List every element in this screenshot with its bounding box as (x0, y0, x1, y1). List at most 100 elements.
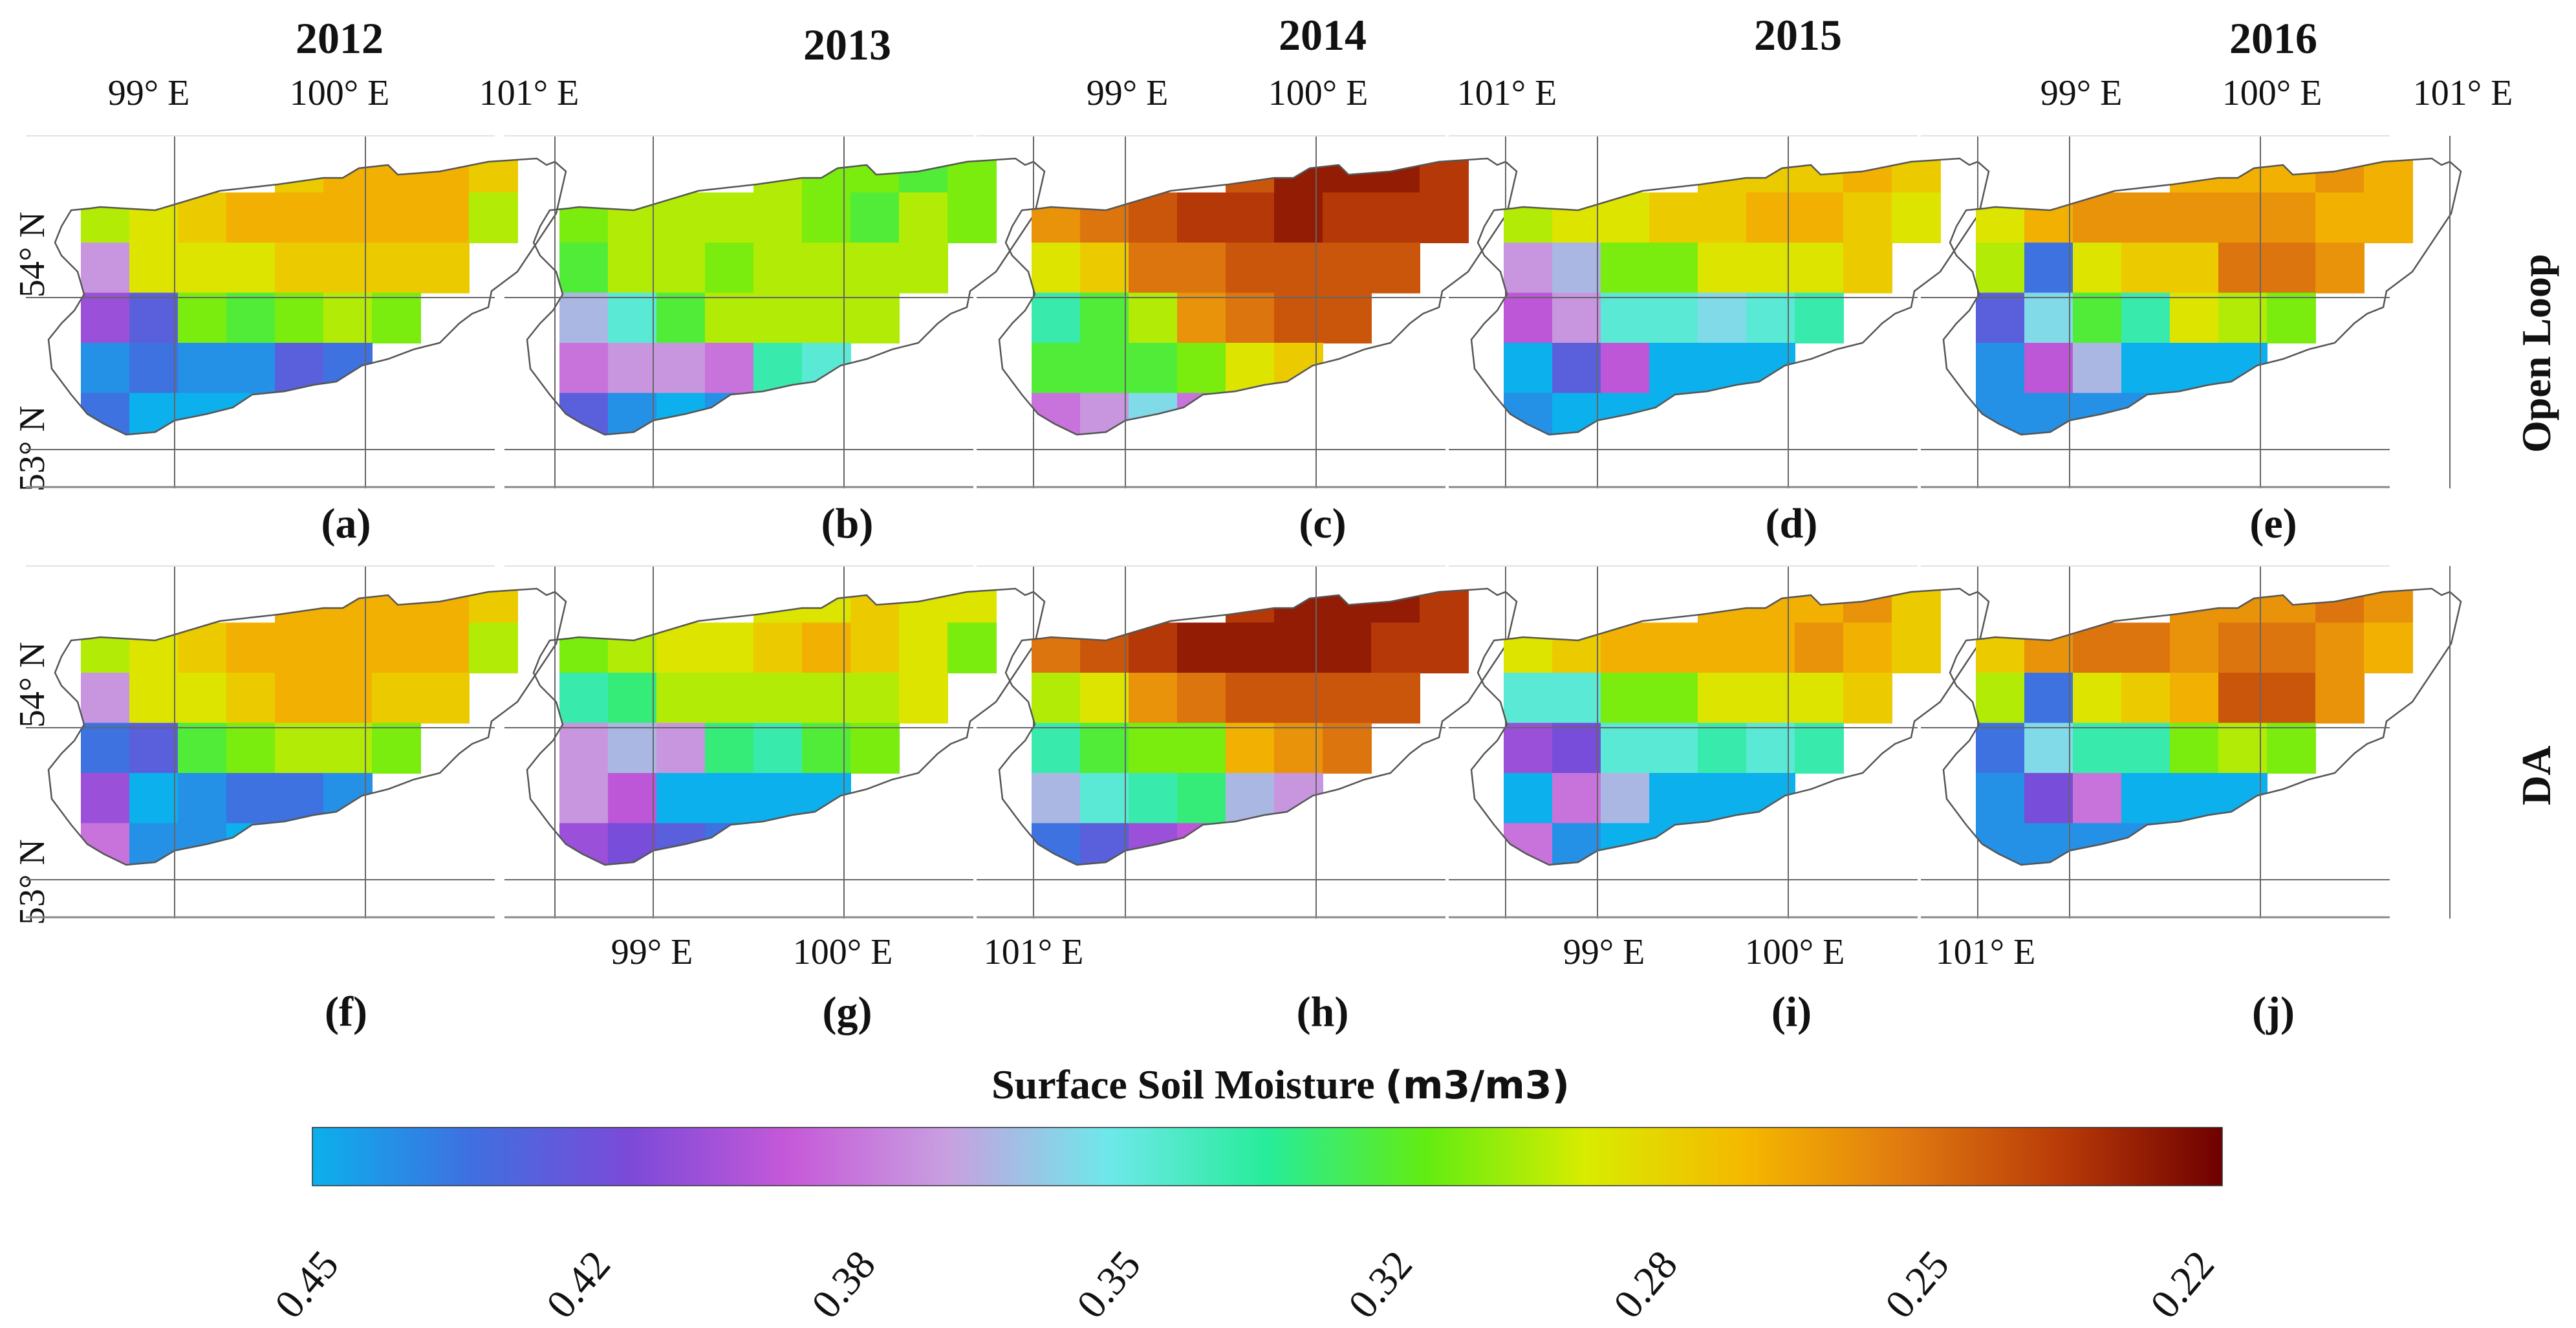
moisture-cell (129, 393, 179, 435)
moisture-cell (2267, 723, 2316, 774)
year-title-2016: 2016 (2229, 14, 2317, 63)
moisture-cell (2267, 673, 2316, 724)
moisture-cell (899, 673, 948, 724)
moisture-cell (559, 823, 609, 865)
basin-outline (998, 587, 1518, 866)
moisture-cell (1552, 622, 1601, 673)
moisture-cell (850, 622, 900, 673)
moisture-cell (2315, 243, 2365, 294)
moisture-cell (1420, 622, 1469, 673)
panel-label-d: (d) (1765, 500, 1818, 547)
moisture-cell (129, 773, 179, 824)
moisture-cell (178, 773, 227, 824)
moisture-cell (226, 343, 276, 394)
moisture-cell (2024, 192, 2073, 243)
moisture-cell (2364, 589, 2413, 624)
year-title-2014: 2014 (1279, 10, 1367, 60)
moisture-cell (1371, 622, 1420, 673)
moisture-cell (81, 292, 130, 343)
moisture-cell (275, 243, 324, 294)
moisture-cell (2024, 773, 2073, 824)
moisture-cell (1698, 393, 1747, 435)
moisture-cell (1601, 723, 1650, 774)
moisture-cell (1649, 393, 1698, 435)
moisture-cell (372, 158, 421, 193)
moisture-cell (608, 192, 657, 243)
moisture-cell (2073, 773, 2122, 824)
moisture-cell (559, 622, 609, 673)
panel-label-c: (c) (1299, 500, 1347, 547)
lon-label-100e: 100° E (289, 73, 390, 113)
lon-label-101e: 101° E (983, 932, 1084, 972)
moisture-cell (608, 393, 657, 435)
moisture-cell (1976, 823, 2025, 865)
moisture-cell (1504, 673, 1553, 724)
moisture-cell (178, 723, 227, 774)
moisture-cell (1601, 292, 1650, 343)
moisture-cell (656, 243, 706, 294)
moisture-grid (1504, 158, 1941, 435)
moisture-cell (469, 589, 518, 624)
map-panel-g (504, 565, 1046, 919)
moisture-cell (2218, 292, 2268, 343)
moisture-cell (1649, 343, 1698, 394)
moisture-cell (802, 192, 851, 243)
moisture-cell (1649, 723, 1698, 774)
moisture-cell (178, 192, 227, 243)
moisture-cell (1032, 773, 1081, 824)
moisture-cell (1080, 393, 1129, 435)
moisture-cell (1420, 192, 1469, 243)
moisture-cell (1976, 243, 2025, 294)
panel-label-i: (i) (1771, 988, 1812, 1036)
moisture-cell (1226, 192, 1275, 243)
map-panel-a (26, 135, 567, 488)
moisture-cell (1649, 773, 1698, 824)
moisture-cell (559, 192, 609, 243)
moisture-cell (1323, 723, 1372, 774)
moisture-cell (753, 192, 803, 243)
moisture-cell (1080, 673, 1129, 724)
moisture-cell (1032, 292, 1081, 343)
moisture-cell (2073, 673, 2122, 724)
moisture-cell (1746, 292, 1795, 343)
panel-label-e: (e) (2249, 500, 2297, 547)
moisture-cell (2073, 192, 2122, 243)
moisture-cell (1504, 723, 1553, 774)
moisture-cell (1698, 773, 1747, 824)
panel-label-f: (f) (325, 988, 367, 1036)
moisture-cell (1552, 343, 1601, 394)
moisture-cell (899, 622, 948, 673)
moisture-cell (2267, 292, 2316, 343)
moisture-cell (802, 622, 851, 673)
moisture-cell (1032, 192, 1081, 243)
moisture-cell (1371, 192, 1420, 243)
moisture-cell (2121, 343, 2170, 394)
moisture-cell (1274, 292, 1323, 343)
moisture-cell (1274, 673, 1323, 724)
moisture-cell (420, 673, 470, 724)
moisture-cell (850, 673, 900, 724)
moisture-cell (1892, 158, 1941, 193)
year-title-2012: 2012 (296, 14, 384, 63)
basin-outline (1942, 157, 2462, 436)
moisture-cell (1795, 589, 1844, 624)
moisture-cell (705, 723, 754, 774)
map-panel-e (1921, 135, 2462, 488)
moisture-cell (1649, 192, 1698, 243)
moisture-cell (1323, 292, 1372, 343)
moisture-cell (850, 158, 900, 193)
moisture-cell (608, 243, 657, 294)
moisture-cell (1601, 343, 1650, 394)
moisture-cell (1795, 292, 1844, 343)
moisture-cell (656, 192, 706, 243)
moisture-cell (559, 343, 609, 394)
moisture-cell (372, 589, 421, 624)
moisture-cell (1746, 673, 1795, 724)
moisture-cell (2073, 723, 2122, 774)
moisture-cell (1080, 243, 1129, 294)
moisture-cell (1226, 243, 1275, 294)
moisture-grid (1032, 589, 1469, 865)
moisture-cell (1552, 673, 1601, 724)
moisture-cell (1129, 292, 1178, 343)
moisture-cell (323, 192, 373, 243)
